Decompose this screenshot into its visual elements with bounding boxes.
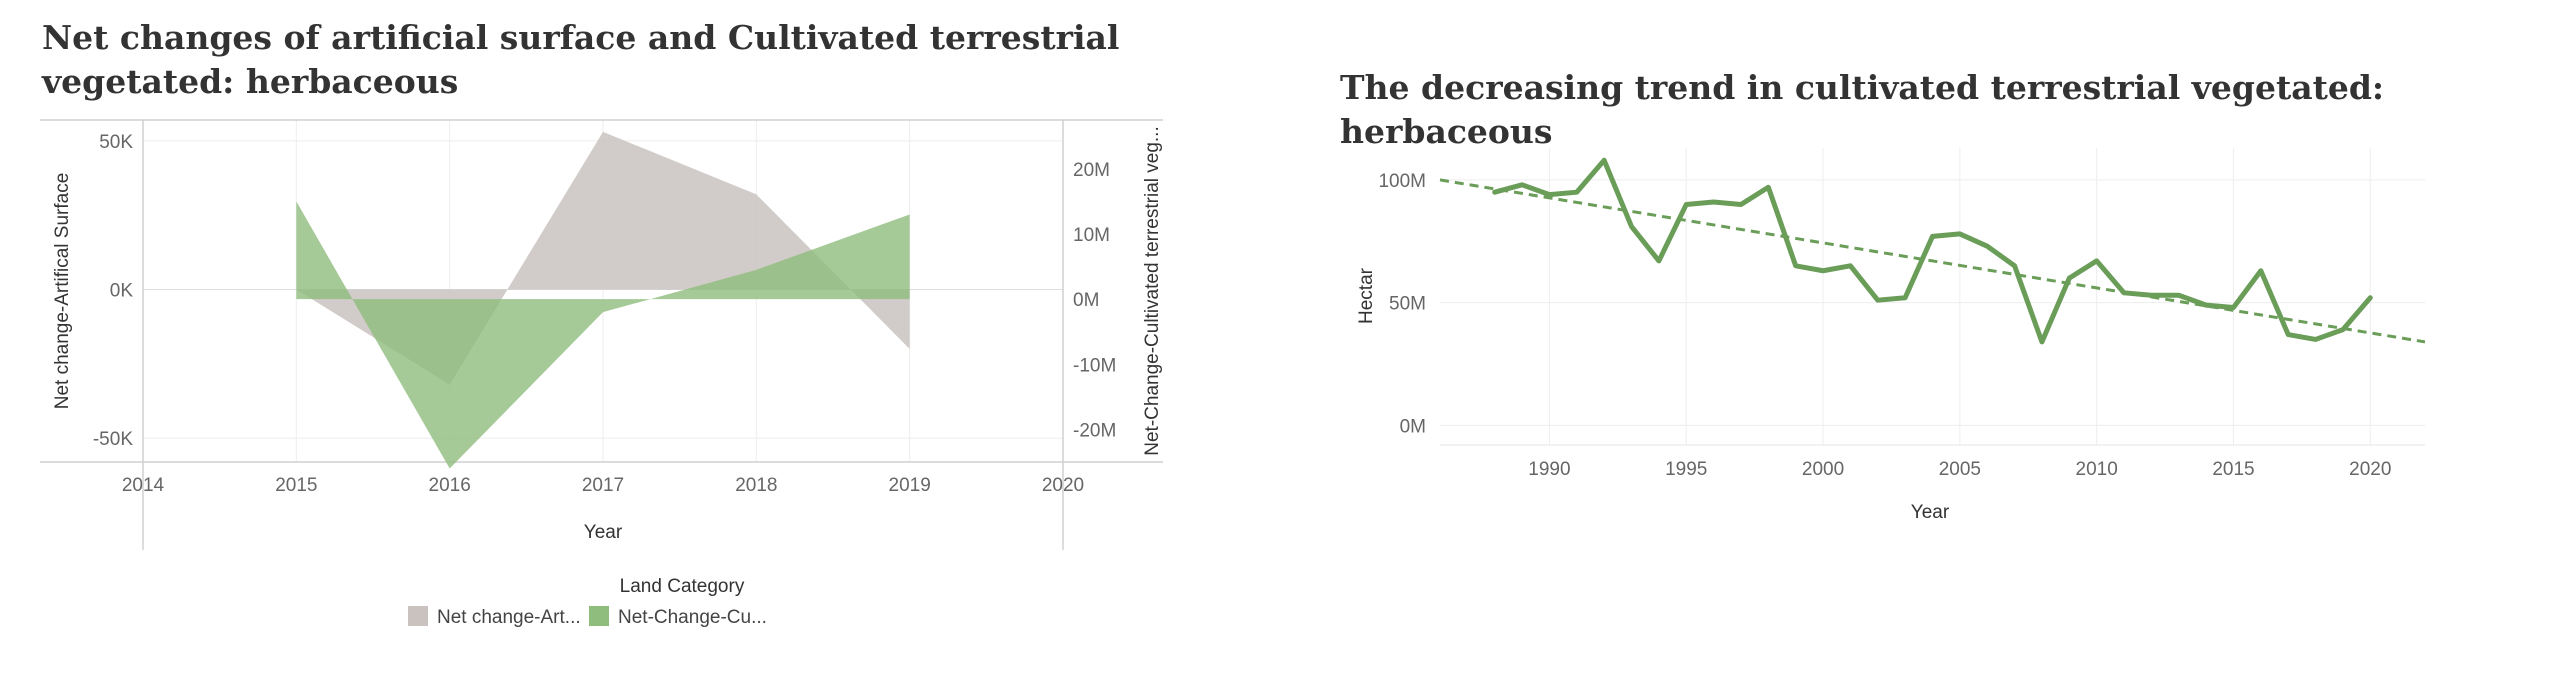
x-tick-label: 2017 bbox=[582, 475, 624, 496]
line-chart: 100M 50M 0M 1990 1995 2000 2005 2010 2015 2020 Yea… bbox=[1356, 148, 2426, 523]
legend-swatch-cultivated bbox=[589, 606, 609, 626]
area-chart: 50K 0K -50K 20M 10M 0M -10M -20M 2014 2015 2016 201… bbox=[40, 119, 1163, 628]
y-tick-label-right: 10M bbox=[1073, 225, 1110, 246]
x-tick-label: 2014 bbox=[122, 475, 165, 496]
legend-label-artificial: Net change-Art... bbox=[437, 607, 581, 628]
x-tick-label: 2018 bbox=[735, 475, 777, 496]
y-axis-title-right: Net-Change-Cultivated terrestrial veg... bbox=[1142, 126, 1163, 455]
y-axis-title-left: Net change-Artifical Surface bbox=[52, 173, 73, 410]
legend-swatch-artificial bbox=[408, 606, 428, 626]
y-tick-label: 100M bbox=[1378, 171, 1426, 192]
x-tick-label: 2005 bbox=[1939, 459, 1981, 480]
x-tick-label: 2016 bbox=[429, 475, 471, 496]
y-tick-label-right: -20M bbox=[1073, 420, 1116, 441]
x-axis-title: Year bbox=[1911, 502, 1950, 523]
area-net-change-cultivated bbox=[296, 201, 910, 469]
y-tick-label: 50M bbox=[1389, 294, 1426, 315]
y-tick-label-right: 20M bbox=[1073, 160, 1110, 181]
x-axis-title: Year bbox=[584, 522, 623, 543]
y-tick-label: 0M bbox=[1400, 416, 1426, 437]
y-tick-label-left: -50K bbox=[93, 429, 133, 450]
chart-title-left: Net changes of artificial surface and Cu… bbox=[42, 18, 1120, 101]
chart-title-right: The decreasing trend in cultivated terre… bbox=[1340, 68, 2385, 151]
x-tick-label: 2015 bbox=[275, 475, 317, 496]
series-line-hectar bbox=[1492, 157, 2373, 345]
x-tick-label: 2015 bbox=[2212, 459, 2254, 480]
y-tick-label-right: 0M bbox=[1073, 290, 1099, 311]
y-tick-label-left: 50K bbox=[99, 132, 133, 153]
x-tick-label: 2019 bbox=[889, 475, 931, 496]
y-tick-label-right: -10M bbox=[1073, 355, 1116, 376]
x-tick-label: 2020 bbox=[1042, 475, 1084, 496]
y-axis-title: Hectar bbox=[1356, 267, 1377, 324]
x-tick-label: 2000 bbox=[1802, 459, 1844, 480]
x-tick-label: 1990 bbox=[1528, 459, 1570, 480]
legend-label-cultivated: Net-Change-Cu... bbox=[618, 607, 767, 628]
y-tick-label-left: 0K bbox=[110, 281, 134, 302]
x-tick-label: 2020 bbox=[2349, 459, 2391, 480]
legend-title: Land Category bbox=[620, 576, 745, 597]
x-tick-label: 2010 bbox=[2076, 459, 2118, 480]
trend-line bbox=[1439, 178, 2426, 344]
x-tick-label: 1995 bbox=[1665, 459, 1707, 480]
